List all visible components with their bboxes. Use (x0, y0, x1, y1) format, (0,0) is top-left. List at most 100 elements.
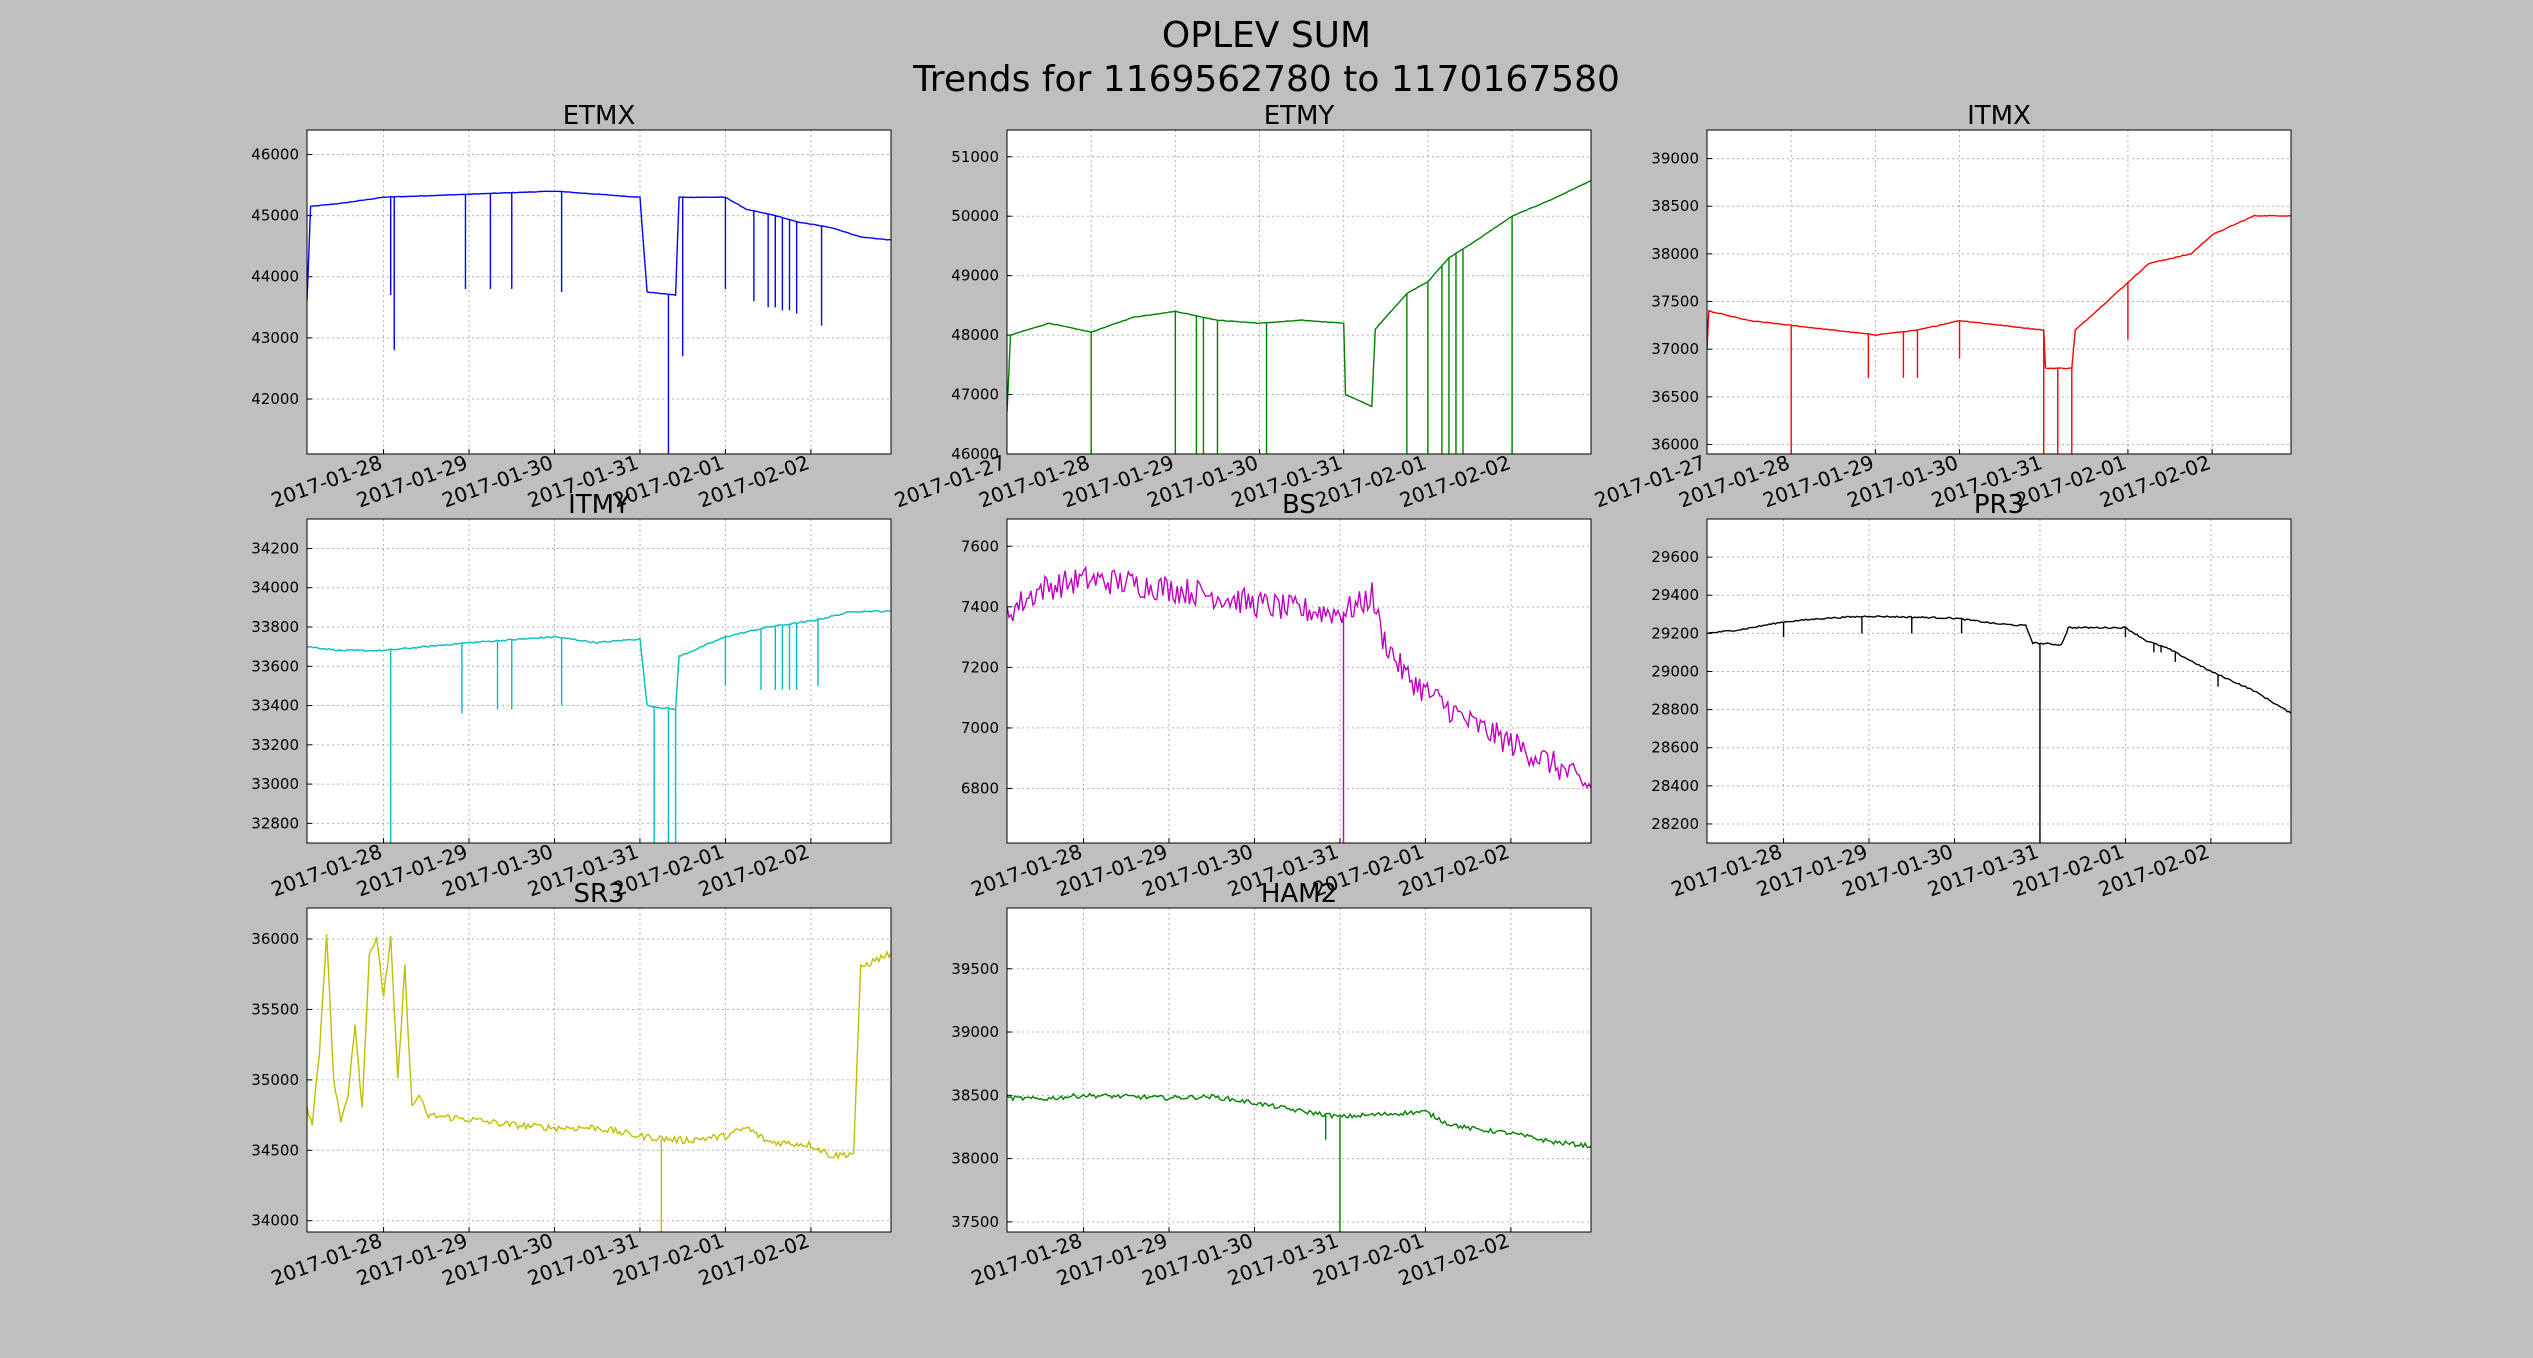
y-tick-label: 33400 (251, 697, 299, 715)
plot-area (1707, 130, 2291, 454)
y-tick-label: 51000 (951, 148, 999, 166)
y-tick-label: 6800 (961, 779, 999, 797)
y-tick-label: 43000 (251, 329, 299, 347)
y-tick-label: 42000 (251, 390, 299, 408)
y-tick-label: 33600 (251, 657, 299, 675)
plot-area (307, 130, 891, 454)
plot-frame (306, 518, 892, 844)
series-line (307, 190, 891, 302)
y-tick-label: 29400 (1651, 586, 1699, 604)
plot-area (1007, 908, 1591, 1232)
y-tick-label: 39500 (951, 960, 999, 978)
y-tick-label: 46000 (951, 445, 999, 463)
y-tick-label: 28800 (1651, 701, 1699, 719)
plot-area (307, 908, 891, 1232)
figure-title: OPLEV SUM (1161, 15, 1372, 56)
panel-title-ham2: HAM2 (1261, 879, 1337, 909)
series-line (307, 609, 891, 712)
y-tick-label: 35000 (251, 1071, 299, 1089)
plot-area (1007, 519, 1591, 843)
panel-title-etmx: ETMX (563, 101, 636, 131)
y-tick-label: 29200 (1651, 624, 1699, 642)
y-tick-label: 29600 (1651, 548, 1699, 566)
chart-panel-itmx: 2017-01-272017-01-282017-01-292017-01-30… (1591, 101, 2292, 512)
chart-panel-pr3: 2017-01-282017-01-292017-01-302017-01-31… (1651, 490, 2292, 901)
panel-title-etmy: ETMY (1264, 101, 1335, 131)
y-tick-label: 44000 (251, 268, 299, 286)
y-tick-label: 38500 (951, 1086, 999, 1104)
figure-subtitle: Trends for 1169562780 to 1170167580 (913, 59, 1620, 100)
chart-panel-itmy: 2017-01-282017-01-292017-01-302017-01-31… (251, 490, 892, 901)
series-group (1007, 1092, 1591, 1232)
series-line (1707, 615, 2291, 714)
y-tick-label: 29000 (1651, 662, 1699, 680)
y-tick-label: 36500 (1651, 388, 1699, 406)
y-tick-label: 47000 (951, 386, 999, 404)
panel-title-sr3: SR3 (573, 879, 624, 909)
series-group (307, 609, 891, 843)
y-tick-label: 34500 (251, 1141, 299, 1159)
series-group (1007, 565, 1591, 843)
plot-frame (306, 907, 892, 1233)
panel-title-itmy: ITMY (568, 490, 630, 520)
y-tick-label: 37500 (1651, 293, 1699, 311)
y-tick-label: 37000 (1651, 340, 1699, 358)
y-tick-label: 39000 (951, 1023, 999, 1041)
y-tick-label: 28600 (1651, 739, 1699, 757)
panel-title-itmx: ITMX (1967, 101, 2031, 131)
series-line (307, 934, 891, 1161)
y-tick-label: 7200 (961, 658, 999, 676)
plot-frame (1006, 907, 1592, 1233)
y-tick-label: 38000 (951, 1150, 999, 1168)
y-tick-label: 33000 (251, 775, 299, 793)
chart-panel-bs: 2017-01-282017-01-292017-01-302017-01-31… (961, 490, 1592, 901)
series-group (1007, 179, 1591, 454)
chart-panel-sr3: 2017-01-282017-01-292017-01-302017-01-31… (251, 879, 892, 1290)
y-tick-label: 36000 (1651, 435, 1699, 453)
y-tick-label: 33800 (251, 618, 299, 636)
plot-frame (1006, 129, 1592, 455)
y-tick-label: 38500 (1651, 197, 1699, 215)
y-tick-label: 49000 (951, 267, 999, 285)
y-tick-label: 48000 (951, 326, 999, 344)
plot-frame (1706, 129, 2292, 455)
y-tick-label: 7400 (961, 598, 999, 616)
panel-title-pr3: PR3 (1974, 490, 2024, 520)
series-line (1007, 179, 1591, 413)
series-line (1707, 214, 2291, 370)
chart-panel-etmy: 2017-01-272017-01-282017-01-292017-01-30… (891, 101, 1592, 512)
y-tick-label: 45000 (251, 207, 299, 225)
y-tick-label: 50000 (951, 207, 999, 225)
plot-area (1707, 519, 2291, 843)
y-tick-label: 35500 (251, 1000, 299, 1018)
figure-title-block: OPLEV SUM Trends for 1169562780 to 11701… (0, 14, 2533, 102)
series-line (1007, 1092, 1591, 1149)
panel-title-bs: BS (1282, 490, 1316, 520)
y-tick-label: 28400 (1651, 777, 1699, 795)
y-tick-label: 46000 (251, 145, 299, 163)
y-tick-label: 39000 (1651, 150, 1699, 168)
y-tick-label: 7600 (961, 537, 999, 555)
y-tick-label: 28200 (1651, 815, 1699, 833)
series-group (1707, 615, 2291, 843)
plot-area (1007, 130, 1591, 454)
y-tick-label: 7000 (961, 719, 999, 737)
y-tick-label: 33200 (251, 736, 299, 754)
series-line (1007, 565, 1591, 790)
y-tick-label: 36000 (251, 930, 299, 948)
y-tick-label: 32800 (251, 814, 299, 832)
y-tick-label: 38000 (1651, 245, 1699, 263)
y-tick-label: 37500 (951, 1213, 999, 1231)
series-group (1707, 214, 2291, 454)
y-tick-label: 34000 (251, 1212, 299, 1230)
series-group (307, 190, 891, 454)
plot-frame (1006, 518, 1592, 844)
plot-frame (1706, 518, 2292, 844)
plot-area (307, 519, 891, 843)
plot-frame (306, 129, 892, 455)
y-tick-label: 34200 (251, 539, 299, 557)
series-group (307, 934, 891, 1232)
chart-panel-ham2: 2017-01-282017-01-292017-01-302017-01-31… (951, 879, 1592, 1290)
chart-panel-etmx: 2017-01-282017-01-292017-01-302017-01-31… (251, 101, 892, 512)
